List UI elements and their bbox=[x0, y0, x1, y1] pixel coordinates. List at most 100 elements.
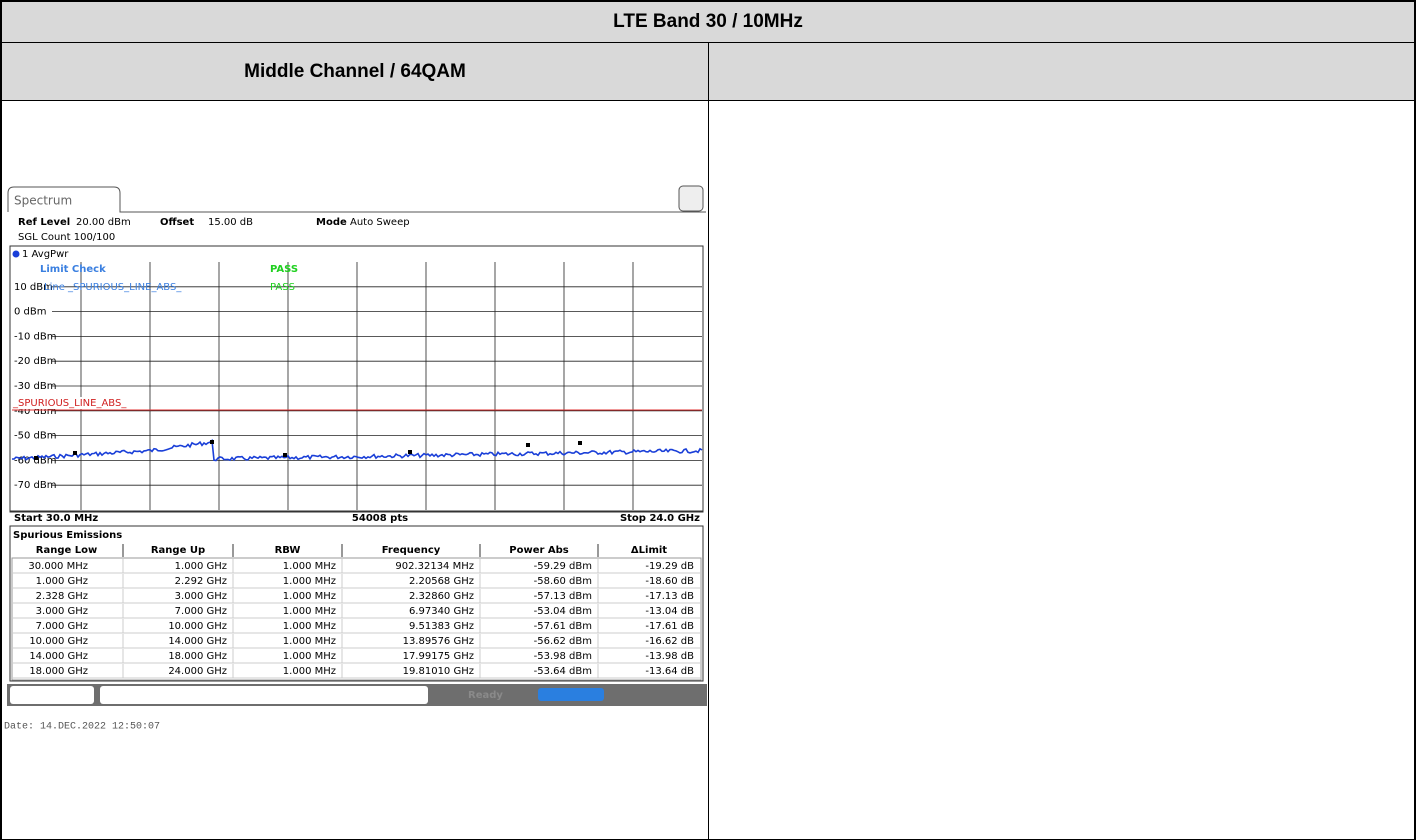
title: LTE Band 30 / 10MHz bbox=[613, 11, 803, 32]
marker bbox=[210, 440, 214, 444]
points: 54008 pts bbox=[352, 513, 408, 524]
stop: Stop 24.0 GHz bbox=[620, 513, 700, 524]
y-label: -10 dBm bbox=[14, 331, 56, 342]
tab-label: Spectrum bbox=[14, 194, 72, 208]
table-body bbox=[11, 557, 702, 681]
cell: 3.000 GHz bbox=[175, 591, 227, 602]
cell: 1.000 MHz bbox=[283, 561, 336, 572]
cell: 1.000 MHz bbox=[283, 591, 336, 602]
cell: -16.62 dB bbox=[645, 636, 694, 647]
cell: 902.32134 MHz bbox=[395, 561, 474, 572]
ref-level: 20.00 dBm bbox=[76, 217, 131, 228]
cell: 18.000 GHz bbox=[168, 651, 227, 662]
cell: 1.000 MHz bbox=[283, 621, 336, 632]
cell: -57.13 dBm bbox=[534, 591, 592, 602]
cell: 7.000 GHz bbox=[175, 606, 227, 617]
cell: 1.000 MHz bbox=[283, 666, 336, 677]
y-label: 10 dBm bbox=[14, 282, 53, 293]
cell: -18.60 dB bbox=[645, 576, 694, 587]
cell: 10.000 GHz bbox=[168, 621, 227, 632]
marker bbox=[283, 453, 287, 457]
y-label: -30 dBm bbox=[14, 381, 56, 392]
cell: 3.000 GHz bbox=[36, 606, 88, 617]
cell: 1.000 MHz bbox=[283, 636, 336, 647]
cell: 6.97340 GHz bbox=[409, 606, 474, 617]
cell: -57.61 dBm bbox=[534, 621, 592, 632]
cell: 17.99175 GHz bbox=[403, 651, 474, 662]
y-label: -20 dBm bbox=[14, 356, 56, 367]
cell: 9.51383 GHz bbox=[409, 621, 474, 632]
cell: -13.04 dB bbox=[645, 606, 694, 617]
cell: 1.000 MHz bbox=[283, 576, 336, 587]
cell: 2.328 GHz bbox=[36, 591, 88, 602]
empty-header-cell bbox=[708, 42, 1416, 101]
y-label: 0 dBm bbox=[14, 307, 47, 318]
mode: Auto Sweep bbox=[350, 217, 410, 228]
cell: 14.000 GHz bbox=[29, 651, 88, 662]
cell: 19.81010 GHz bbox=[403, 666, 474, 677]
label-bg bbox=[12, 305, 52, 318]
column-header: Range Up bbox=[151, 545, 205, 556]
trace-name: 1 AvgPwr bbox=[22, 249, 69, 260]
marker bbox=[73, 451, 77, 455]
limit-check: Limit Check bbox=[40, 264, 106, 275]
marker bbox=[408, 450, 412, 454]
spectrum-screenshot: Spectrum Ref Level 20.00 dBm Offset 15.0… bbox=[4, 185, 707, 733]
tab-outline bbox=[7, 186, 706, 213]
line-result: PASS bbox=[270, 282, 295, 293]
cell: 10.000 GHz bbox=[29, 636, 88, 647]
cell: -56.62 dBm bbox=[534, 636, 592, 647]
label-bg bbox=[12, 479, 52, 492]
subtitle: Middle Channel / 64QAM bbox=[244, 60, 466, 82]
cell: -13.98 dB bbox=[645, 651, 694, 662]
plot-frame bbox=[9, 245, 704, 513]
cell: -58.60 dBm bbox=[534, 576, 592, 587]
input-box[interactable] bbox=[100, 686, 428, 704]
cell: 1.000 GHz bbox=[175, 561, 227, 572]
input-box[interactable] bbox=[10, 686, 94, 704]
label-bg bbox=[12, 280, 52, 293]
marker bbox=[34, 456, 38, 460]
sgl-count: SGL Count 100/100 bbox=[18, 232, 115, 243]
column-header: Frequency bbox=[382, 545, 441, 556]
cell: -53.04 dBm bbox=[534, 606, 592, 617]
offset-label: Offset bbox=[160, 217, 194, 228]
menu-icon[interactable] bbox=[678, 185, 704, 212]
cell: 2.20568 GHz bbox=[409, 576, 474, 587]
label-bg bbox=[12, 330, 52, 343]
cell: 13.89576 GHz bbox=[403, 636, 474, 647]
line-name: Line _SPURIOUS_LINE_ABS_ bbox=[44, 282, 182, 293]
label-bg bbox=[12, 429, 52, 442]
cell: -53.98 dBm bbox=[534, 651, 592, 662]
cell: -53.64 dBm bbox=[534, 666, 592, 677]
column-header: ΔLimit bbox=[631, 545, 667, 556]
cell: -13.64 dB bbox=[645, 666, 694, 677]
column-header: Power Abs bbox=[509, 545, 569, 556]
limit-label-bg bbox=[12, 397, 144, 409]
cell: 1.000 MHz bbox=[283, 606, 336, 617]
cell: -59.29 dBm bbox=[534, 561, 592, 572]
marker bbox=[578, 441, 582, 445]
y-label: -60 dBm bbox=[14, 455, 56, 466]
cell: 30.000 MHz bbox=[28, 561, 88, 572]
title-cell: LTE Band 30 / 10MHz bbox=[0, 0, 1416, 43]
cell: 24.000 GHz bbox=[168, 666, 227, 677]
cell: 18.000 GHz bbox=[29, 666, 88, 677]
y-label: -50 dBm bbox=[14, 431, 56, 442]
cell: 14.000 GHz bbox=[168, 636, 227, 647]
label-bg bbox=[12, 355, 52, 368]
column-header: RBW bbox=[275, 545, 301, 556]
start: Start 30.0 MHz bbox=[14, 513, 98, 524]
column-header: Range Low bbox=[36, 545, 97, 556]
cell: 1.000 MHz bbox=[283, 651, 336, 662]
y-label: -40 dBm bbox=[14, 406, 56, 417]
status: Ready bbox=[468, 690, 503, 701]
trace-dot bbox=[12, 250, 20, 258]
cell: -19.29 dB bbox=[645, 561, 694, 572]
table-title: Spurious Emissions bbox=[13, 530, 122, 541]
empty-cell bbox=[708, 100, 1416, 840]
date: Date: 14.DEC.2022 12:50:07 bbox=[4, 722, 160, 733]
cell: 2.32860 GHz bbox=[409, 591, 474, 602]
cell: 2.292 GHz bbox=[175, 576, 227, 587]
